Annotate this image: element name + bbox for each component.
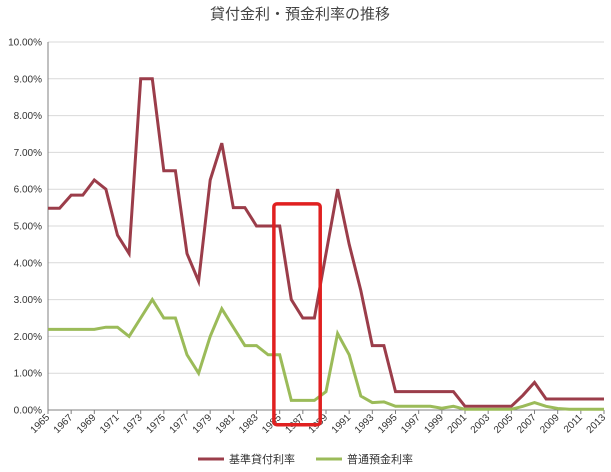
x-tick-label: 1971 <box>98 412 122 436</box>
x-tick-label: 1999 <box>422 412 446 436</box>
x-tick-label: 2003 <box>469 412 493 436</box>
x-tick-label: 1997 <box>399 412 423 436</box>
lending-rate-line <box>48 77 604 408</box>
series-layer <box>48 77 604 411</box>
x-tick-label: 2007 <box>515 412 539 436</box>
y-tick-label: 0.00% <box>14 406 42 417</box>
y-tick-label: 1.00% <box>14 369 42 380</box>
x-tick-label: 1991 <box>330 412 354 436</box>
x-tick-label: 1977 <box>168 412 192 436</box>
chart-title: 貸付金利・預金利率の推移 <box>210 5 390 23</box>
y-tick-label: 4.00% <box>14 258 42 269</box>
x-tick-label: 1993 <box>353 412 377 436</box>
deposit-rate-line <box>48 296 604 411</box>
y-axis: 0.00% 1.00% 2.00% 3.00% 4.00% 5.00% 6.00% 7.00%… <box>8 38 49 417</box>
x-tick-label: 1975 <box>144 412 168 436</box>
legend-label-lending-rate: 基準貸付利率 <box>229 452 295 466</box>
grid-lines <box>48 41 604 411</box>
x-tick-label: 1967 <box>52 412 76 436</box>
y-tick-label: 7.00% <box>14 148 42 159</box>
x-tick-label: 1981 <box>214 412 238 436</box>
x-tick-label: 2013 <box>585 412 609 436</box>
highlight-layer <box>272 202 322 427</box>
y-tick-label: 8.00% <box>14 111 42 122</box>
x-tick-label: 2005 <box>492 412 516 436</box>
x-tick-label: 2009 <box>538 412 562 436</box>
x-tick-label: 1995 <box>376 412 400 436</box>
y-tick-label: 2.00% <box>14 332 42 343</box>
y-tick-label: 10.00% <box>8 38 42 49</box>
x-tick-label: 2001 <box>446 412 470 436</box>
x-tick-label: 2011 <box>562 412 585 435</box>
legend-label-deposit-rate: 普通預金利率 <box>347 452 413 466</box>
y-tick-label: 5.00% <box>14 222 42 233</box>
y-tick-label: 3.00% <box>14 295 42 306</box>
legend: 基準貸付利率 普通預金利率 <box>198 452 413 466</box>
y-tick-label: 6.00% <box>14 185 42 196</box>
x-tick-label: 1969 <box>75 412 99 436</box>
x-tick-label: 1983 <box>237 412 261 436</box>
x-tick-label: 1973 <box>121 412 145 436</box>
highlight-box <box>272 202 322 427</box>
y-tick-label: 9.00% <box>14 74 42 85</box>
x-tick-label: 1979 <box>191 412 215 436</box>
